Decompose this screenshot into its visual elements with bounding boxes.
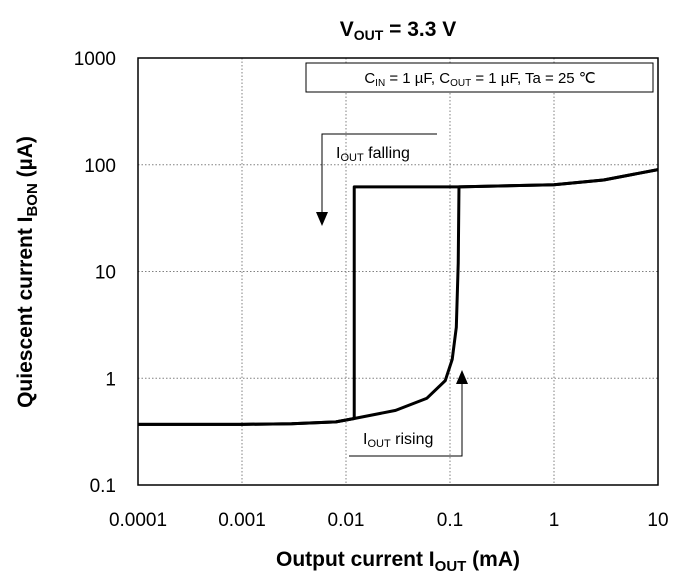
x-tick-label: 0.1 <box>437 510 463 531</box>
series-line-1 <box>138 168 659 426</box>
y-tick-label: 1 <box>105 369 116 390</box>
x-tick-label: 0.01 <box>328 510 365 531</box>
x-tick-label: 1 <box>549 510 560 531</box>
condition-box: CIN = 1 µF, COUT = 1 µF, Ta = 25 ℃ <box>305 62 654 93</box>
condition-text: CIN = 1 µF, COUT = 1 µF, Ta = 25 ℃ <box>364 70 595 89</box>
y-tick-labels: 0.1 1 10 100 1000 <box>74 49 116 497</box>
series-group <box>138 168 659 426</box>
y-tick-label: 0.1 <box>90 476 116 497</box>
x-tick-labels: 0.0001 0.001 0.01 0.1 1 10 <box>109 510 669 531</box>
annotation-falling-label: IOUT falling <box>336 145 410 164</box>
y-tick-label: 100 <box>84 156 116 177</box>
falling-bracket <box>321 133 437 212</box>
x-tick-label: 0.001 <box>218 510 266 531</box>
x-tick-label: 0.0001 <box>109 510 167 531</box>
up-arrow-icon <box>456 370 468 384</box>
grid-lines <box>138 58 658 485</box>
series-line-2 <box>138 168 659 426</box>
y-axis-label: Quiescent current IBON (µA) <box>14 136 41 408</box>
x-tick-label: 10 <box>647 510 668 531</box>
chart-title: VOUT = 3.3 V <box>340 18 457 43</box>
rising-bracket <box>349 384 463 457</box>
y-tick-label: 10 <box>95 263 116 284</box>
y-tick-label: 1000 <box>74 49 116 70</box>
annotation-rising: IOUT rising <box>349 370 468 457</box>
annotation-falling: IOUT falling <box>316 133 437 226</box>
x-axis-label: Output current IOUT (mA) <box>276 548 520 575</box>
down-arrow-icon <box>316 212 328 226</box>
plot-frame <box>137 57 659 486</box>
annotation-rising-label: IOUT rising <box>363 431 433 450</box>
